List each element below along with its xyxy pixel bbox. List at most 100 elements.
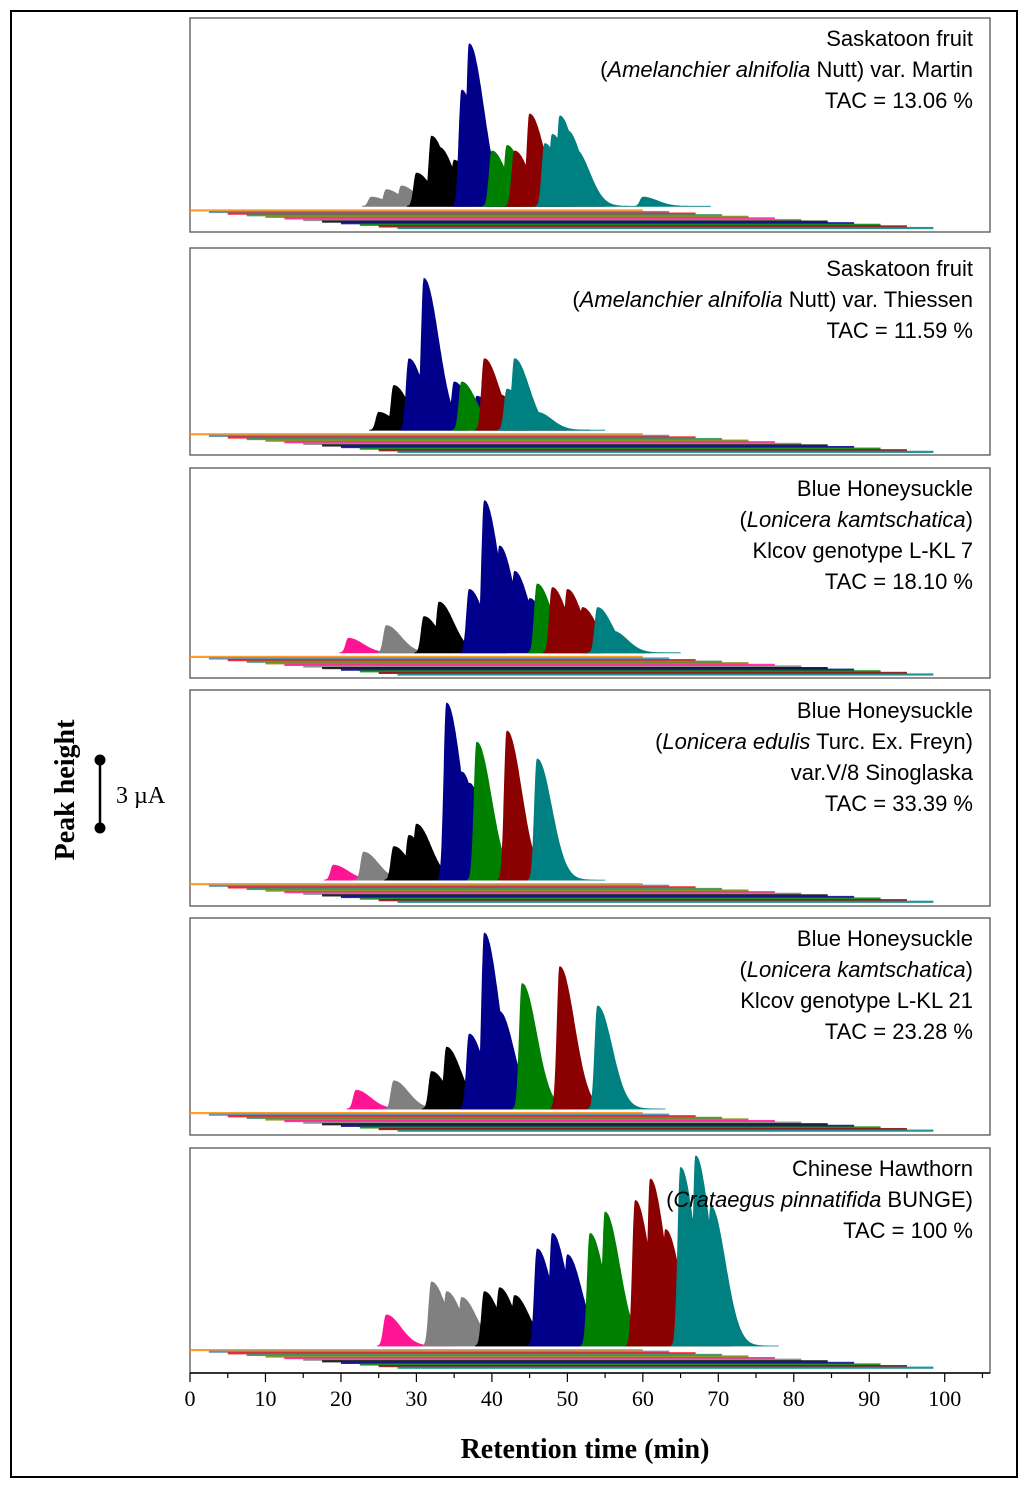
figure-frame bbox=[10, 10, 1018, 1478]
baseline-trace bbox=[359, 1363, 881, 1366]
x-axis: 0 10 20 30 40 50 60 70 80 90 100 bbox=[185, 1372, 990, 1411]
baseline-trace bbox=[378, 899, 907, 902]
series-area-7 bbox=[588, 607, 681, 654]
baseline-trace bbox=[190, 883, 643, 886]
baseline-trace bbox=[303, 892, 802, 895]
baseline-trace bbox=[246, 1353, 723, 1356]
series-area-7 bbox=[527, 758, 606, 881]
baseline-trace bbox=[397, 450, 934, 453]
panel-label: Blue Honeysuckle (Lonicera kamtschatica) K… bbox=[739, 476, 973, 594]
panel-label-line: TAC = 33.39 % bbox=[825, 791, 973, 816]
scale-bar: 3 µA bbox=[94, 754, 166, 834]
scale-bar-bottom-dot bbox=[94, 822, 106, 834]
baseline-trace bbox=[322, 1123, 828, 1126]
baseline-trace bbox=[359, 223, 881, 226]
chromatogram-panels: Saskatoon fruit (Amelanchier alnifolia Nu… bbox=[189, 17, 991, 1374]
panel-label: Saskatoon fruit (Amelanchier alnifolia Nu… bbox=[600, 26, 973, 113]
baseline-trace bbox=[397, 1366, 934, 1369]
panel-5: Blue Honeysuckle (Lonicera kamtschatica) K… bbox=[189, 917, 991, 1136]
baseline-trace bbox=[397, 900, 934, 903]
panel-label-line: TAC = 11.59 % bbox=[826, 318, 973, 343]
baseline-trace bbox=[303, 665, 802, 668]
x-axis-title: Retention time (min) bbox=[461, 1434, 710, 1465]
panel-label-line: Blue Honeysuckle bbox=[797, 926, 973, 951]
series-area-7 bbox=[671, 1155, 779, 1347]
baseline-trace bbox=[208, 1350, 670, 1353]
panel-label: Blue Honeysuckle (Lonicera kamtschatica) K… bbox=[739, 926, 973, 1044]
baseline-trace bbox=[359, 1126, 881, 1129]
baseline-trace bbox=[265, 215, 749, 218]
panel-label-line: Saskatoon fruit bbox=[826, 26, 973, 51]
panel-frame bbox=[189, 247, 991, 456]
panel-label-line: Blue Honeysuckle bbox=[797, 476, 973, 501]
series-area-7 bbox=[588, 1005, 666, 1110]
baseline-trace bbox=[265, 1118, 749, 1121]
baseline-trace bbox=[265, 662, 749, 665]
baseline-trace bbox=[246, 887, 723, 891]
baseline-trace bbox=[190, 1111, 643, 1115]
baseline-trace bbox=[340, 1361, 855, 1364]
baseline-trace bbox=[227, 212, 696, 215]
panel-label: Chinese Hawthorn (Crataegus pinnatifida B… bbox=[666, 1156, 973, 1243]
panel-label: Saskatoon fruit (Amelanchier alnifolia Nu… bbox=[572, 256, 973, 343]
baseline-trace bbox=[208, 1113, 670, 1116]
panel-label-line: TAC = 23.28 % bbox=[825, 1019, 973, 1044]
x-tick-label: 100 bbox=[928, 1386, 961, 1411]
panel-frame bbox=[189, 689, 991, 907]
panel-3: Blue Honeysuckle (Lonicera kamtschatica) K… bbox=[189, 467, 991, 679]
panel-label-line: Klcov genotype L-KL 7 bbox=[752, 538, 973, 563]
series-area-6 bbox=[535, 115, 711, 207]
scale-bar-label: 3 µA bbox=[116, 783, 166, 809]
baseline-trace bbox=[378, 225, 907, 228]
x-tick-label: 0 bbox=[185, 1386, 196, 1411]
baseline-trace bbox=[303, 442, 802, 445]
x-tick-label: 20 bbox=[330, 1386, 352, 1411]
panel-label-line: Saskatoon fruit bbox=[826, 256, 973, 281]
panel-label-line: (Lonicera kamtschatica) bbox=[739, 507, 973, 532]
baseline-trace bbox=[227, 1352, 696, 1355]
panel-label-line: Klcov genotype L-KL 21 bbox=[740, 988, 973, 1013]
panel-label-line: TAC = 100 % bbox=[843, 1218, 973, 1243]
baseline-trace bbox=[359, 447, 881, 450]
baseline-trace bbox=[284, 663, 775, 666]
panel-label-line: (Lonicera edulis Turc. Ex. Freyn) bbox=[655, 729, 973, 754]
baseline-trace bbox=[227, 886, 696, 889]
baseline-trace bbox=[208, 210, 670, 214]
baseline-trace bbox=[378, 1365, 907, 1368]
baseline-trace bbox=[322, 220, 828, 223]
baseline-trace bbox=[340, 445, 855, 449]
baseline-trace bbox=[284, 441, 775, 444]
baseline-trace bbox=[397, 673, 934, 676]
baseline-trace bbox=[208, 657, 670, 660]
x-tick-label: 70 bbox=[707, 1386, 729, 1411]
baseline-trace bbox=[246, 660, 723, 663]
panel-label-line: (Amelanchier alnifolia Nutt) var. Martin bbox=[600, 57, 973, 82]
panel-6: Chinese Hawthorn (Crataegus pinnatifida B… bbox=[189, 1147, 991, 1374]
baseline-trace bbox=[340, 222, 855, 225]
scale-bar-top-dot bbox=[94, 754, 106, 766]
baseline-trace bbox=[340, 1124, 855, 1127]
baseline-trace bbox=[340, 895, 855, 899]
baseline-trace bbox=[284, 1357, 775, 1360]
baseline-trace bbox=[284, 891, 775, 894]
baseline-trace bbox=[190, 209, 643, 212]
baseline-trace bbox=[322, 667, 828, 670]
panel-label-line: Blue Honeysuckle bbox=[797, 698, 973, 723]
panel-label-line: TAC = 13.06 % bbox=[825, 88, 973, 113]
baseline-trace bbox=[190, 655, 643, 658]
baseline-trace bbox=[208, 434, 670, 437]
panel-2: Saskatoon fruit (Amelanchier alnifolia Nu… bbox=[189, 247, 991, 456]
panel-label-line: var.V/8 Sinoglaska bbox=[791, 760, 974, 785]
baseline-trace bbox=[190, 1349, 643, 1352]
baseline-trace bbox=[322, 894, 828, 897]
baseline-trace bbox=[397, 226, 934, 230]
baseline-trace bbox=[246, 437, 723, 441]
baseline-trace bbox=[359, 897, 881, 900]
baseline-trace bbox=[208, 884, 670, 887]
baseline-trace bbox=[227, 1115, 696, 1118]
baseline-trace bbox=[303, 1358, 802, 1361]
baseline-trace bbox=[322, 1360, 828, 1363]
baseline-trace bbox=[284, 1119, 775, 1123]
panel-label: Blue Honeysuckle (Lonicera edulis Turc. E… bbox=[655, 698, 974, 816]
baseline-trace bbox=[303, 1121, 802, 1124]
